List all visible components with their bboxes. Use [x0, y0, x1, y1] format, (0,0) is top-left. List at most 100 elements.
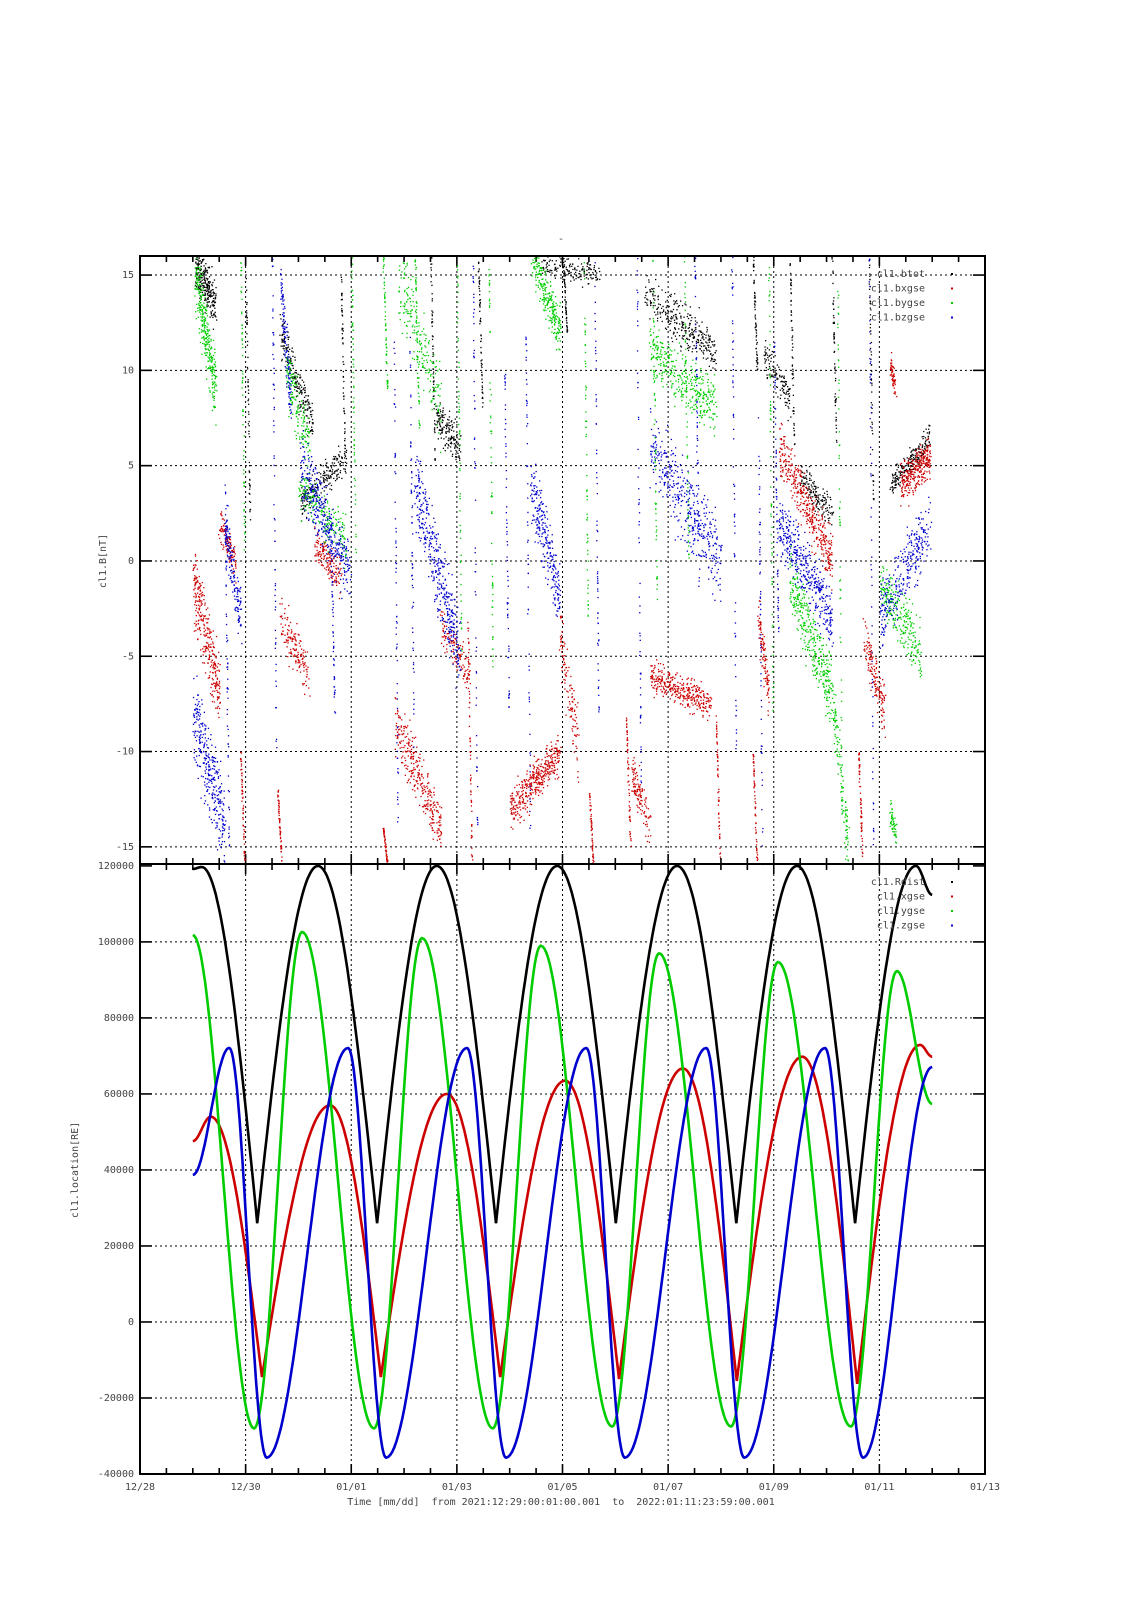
data-point	[651, 681, 653, 683]
data-point	[289, 371, 291, 373]
data-point	[323, 541, 325, 543]
data-point	[431, 338, 434, 341]
data-point	[303, 663, 306, 665]
data-point	[554, 752, 556, 754]
data-point	[658, 285, 660, 287]
data-point	[794, 470, 796, 472]
data-point	[445, 436, 447, 438]
data-point	[207, 266, 209, 269]
data-point	[694, 317, 696, 319]
data-point	[579, 273, 581, 275]
data-point	[509, 808, 512, 810]
data-point	[790, 299, 792, 302]
data-point	[834, 393, 837, 395]
data-point	[694, 685, 696, 688]
data-point	[230, 542, 232, 544]
data-point	[818, 501, 820, 503]
data-point	[207, 618, 209, 620]
data-point	[910, 454, 912, 457]
data-point	[528, 814, 530, 816]
data-point	[427, 782, 429, 785]
data-point	[248, 413, 250, 415]
data-point	[419, 753, 421, 755]
data-point	[529, 792, 531, 794]
data-point	[531, 789, 534, 791]
data-point	[632, 783, 635, 785]
data-point	[576, 734, 578, 736]
data-point	[553, 763, 555, 765]
data-point	[784, 380, 786, 383]
data-point	[578, 734, 580, 736]
data-point	[416, 765, 418, 767]
data-point	[517, 807, 519, 809]
data-point	[298, 407, 301, 409]
data-point	[829, 548, 831, 550]
data-point	[872, 493, 874, 495]
data-point	[517, 813, 519, 815]
data-point	[342, 375, 344, 378]
data-point	[713, 345, 715, 347]
data-point	[564, 282, 566, 285]
data-point	[330, 467, 333, 469]
data-point	[432, 355, 434, 357]
data-point	[457, 443, 459, 445]
data-point	[633, 772, 635, 774]
data-point	[589, 267, 591, 269]
data-point	[817, 520, 820, 522]
data-point	[829, 512, 832, 514]
data-point	[309, 487, 311, 490]
data-point	[480, 362, 482, 364]
data-point	[304, 662, 306, 664]
data-point	[443, 416, 445, 419]
data-point	[768, 365, 771, 368]
data-point	[249, 511, 251, 513]
data-point	[638, 807, 640, 809]
data-point	[197, 262, 200, 264]
data-point	[205, 634, 208, 637]
data-point	[302, 684, 304, 686]
data-point	[632, 771, 634, 773]
data-point	[435, 408, 437, 411]
data-point	[793, 422, 795, 425]
data-point	[305, 415, 307, 417]
data-point	[564, 260, 566, 262]
data-point	[530, 783, 532, 786]
data-point	[904, 465, 906, 467]
data-point	[246, 366, 249, 369]
data-point	[824, 516, 826, 518]
data-point	[698, 703, 700, 705]
data-point	[784, 436, 786, 438]
data-point	[913, 459, 915, 461]
data-point	[195, 629, 197, 632]
data-point	[211, 677, 213, 680]
data-point	[711, 341, 713, 343]
data-point	[827, 509, 829, 512]
data-point	[792, 487, 795, 489]
data-point	[204, 293, 207, 295]
magnetic-field-panel: 151050-5-10-15cl1.btotcl1.bxgsecl1.bygse…	[116, 255, 986, 866]
data-point	[204, 286, 206, 288]
data-point	[544, 756, 546, 759]
data-point	[531, 777, 533, 779]
data-point	[542, 774, 544, 777]
data-point	[802, 486, 804, 488]
data-point	[766, 354, 769, 356]
data-point	[195, 609, 197, 612]
data-point	[668, 320, 670, 322]
data-point	[831, 554, 833, 556]
data-point	[519, 806, 521, 808]
data-point	[576, 723, 578, 725]
data-point	[690, 696, 692, 698]
data-point	[809, 531, 811, 534]
data-point	[767, 681, 769, 683]
data-point	[785, 392, 787, 394]
data-point	[206, 306, 208, 308]
data-point	[211, 315, 213, 317]
data-point	[691, 331, 693, 334]
data-point	[811, 486, 813, 488]
data-point	[431, 310, 433, 312]
data-point	[655, 678, 657, 680]
data-point	[871, 382, 873, 384]
data-point	[911, 455, 913, 457]
data-point	[308, 503, 311, 505]
